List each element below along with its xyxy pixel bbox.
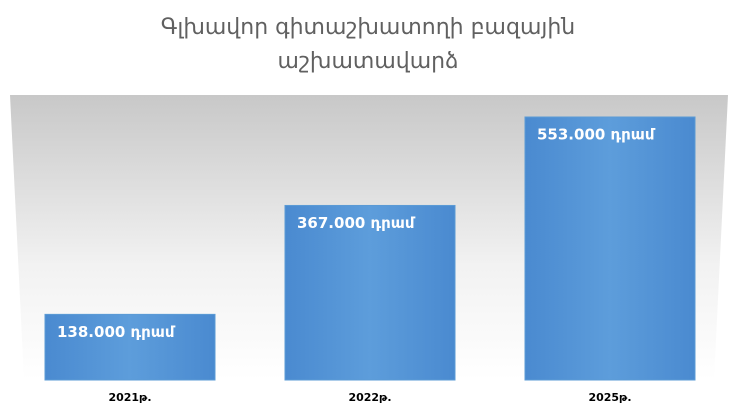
value-label: 138.000 դրամ [57,323,176,341]
x-tick-label: 2025թ. [588,391,631,404]
x-tick-label: 2021թ. [108,391,151,404]
value-label: 553.000 դրամ [537,126,656,144]
chart-title: աշխատավարձ [278,49,459,74]
chart-title: Գլխավոր գիտաշխատողի բազային [161,15,575,40]
value-label: 367.000 դրամ [297,214,416,232]
bar [44,313,216,381]
x-tick-label: 2022թ. [348,391,391,404]
bar [284,204,456,381]
bar [524,116,696,381]
